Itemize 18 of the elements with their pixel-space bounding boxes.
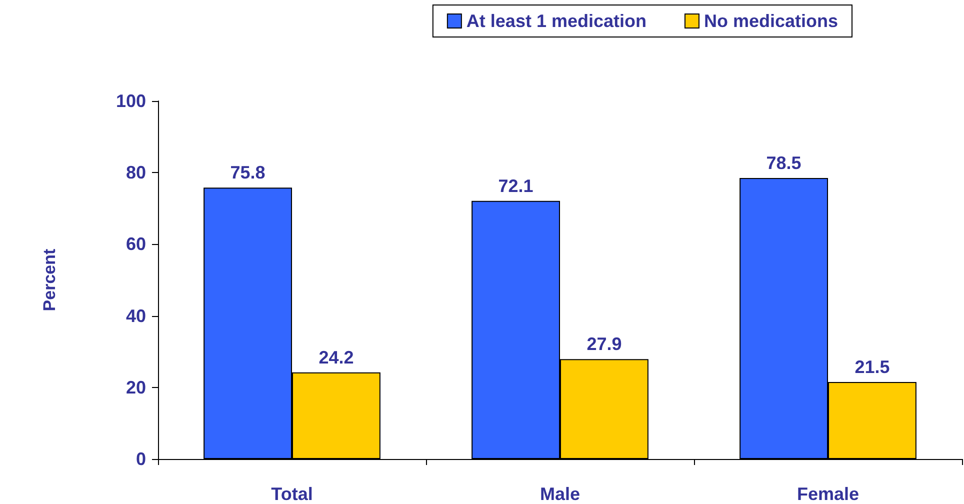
legend-label: No medications (704, 11, 838, 31)
y-tick-label: 20 (126, 377, 146, 398)
legend-label: At least 1 medication (466, 11, 646, 31)
y-tick-label: 40 (126, 306, 146, 326)
x-tick-label: Male (540, 484, 580, 504)
data-label: 72.1 (498, 176, 534, 196)
data-label: 21.5 (854, 357, 890, 378)
data-label: 75.8 (230, 162, 266, 183)
y-tick-label: 60 (126, 234, 146, 254)
data-label: 24.2 (318, 347, 354, 368)
y-tick-label: 100 (116, 91, 146, 111)
x-tick-label: Total (271, 484, 313, 504)
y-tick-label: 80 (126, 162, 146, 183)
data-label: 78.5 (766, 152, 802, 173)
data-label: 27.9 (586, 334, 622, 354)
y-axis-title: Percent (40, 248, 59, 312)
x-tick-label: Female (796, 484, 860, 504)
y-tick-label: 0 (136, 449, 146, 469)
